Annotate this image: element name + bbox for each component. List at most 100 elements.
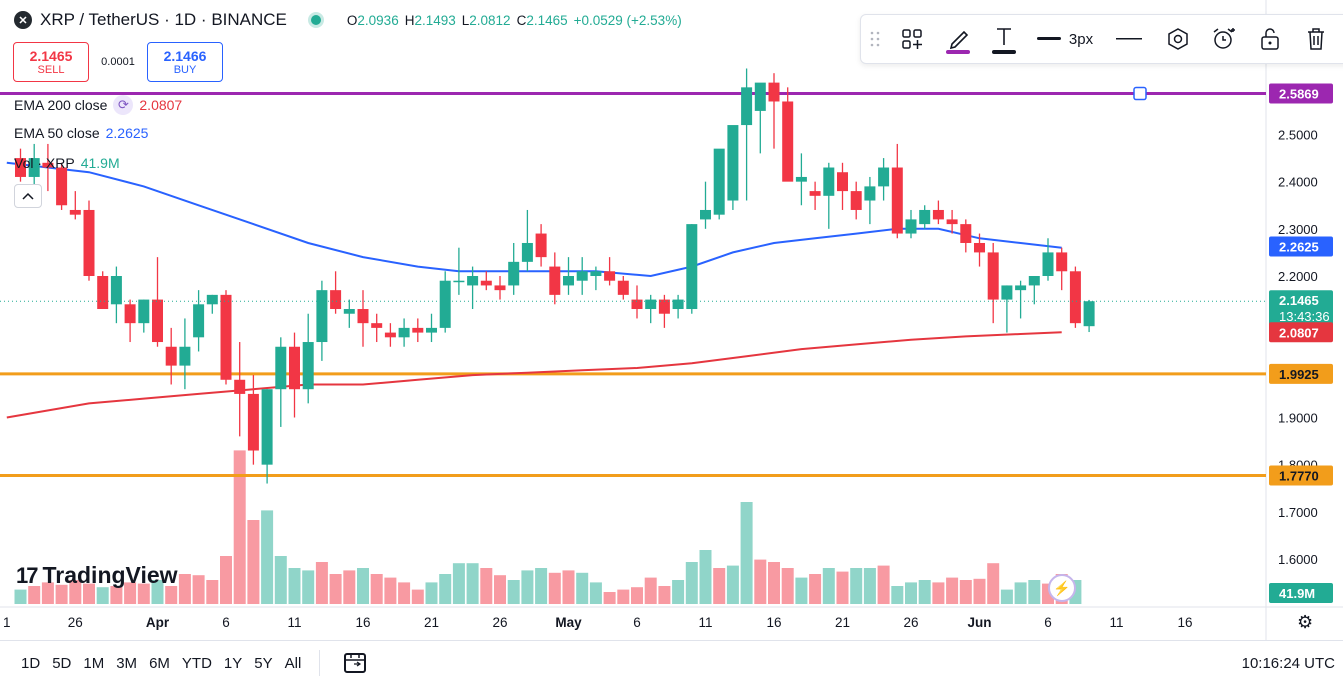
volume-bar: [959, 580, 972, 604]
candle: [604, 257, 616, 286]
candle: [521, 209, 533, 272]
range-button-ytd[interactable]: YTD: [181, 654, 212, 672]
candle: [809, 181, 821, 210]
candle-body: [768, 82, 780, 102]
volume-bars: [14, 450, 1082, 604]
volume-bar: [206, 580, 219, 604]
range-button-1d[interactable]: 1D: [21, 654, 41, 672]
volume-bar: [822, 568, 835, 604]
sell-button[interactable]: 2.1465 SELL: [13, 42, 89, 82]
candle-body: [645, 299, 657, 310]
candle-body: [782, 101, 794, 182]
volume-bar: [274, 556, 287, 604]
change-value: +0.0529 (+2.53%): [573, 12, 682, 28]
line-width-label: 3px: [1068, 30, 1094, 48]
text-color-icon[interactable]: [981, 15, 1027, 63]
volume-bar: [302, 570, 315, 604]
volume-bar: [973, 578, 986, 604]
candle-body: [754, 82, 766, 111]
candle: [1056, 247, 1068, 291]
volume-bar: [439, 574, 452, 604]
range-button-all[interactable]: All: [284, 654, 302, 672]
buy-button[interactable]: 2.1466 BUY: [147, 42, 223, 82]
volume-bar: [781, 568, 794, 604]
lightning-icon[interactable]: ⚡: [1048, 574, 1076, 602]
lock-icon[interactable]: [1247, 15, 1293, 63]
utc-clock[interactable]: 10:16:24 UTC: [1241, 654, 1335, 672]
collapse-legend-button[interactable]: [14, 184, 42, 208]
candle: [741, 68, 753, 201]
candle-body: [700, 209, 711, 220]
legend-ema50[interactable]: EMA 50 close 2.2625: [14, 125, 148, 141]
range-button-5d[interactable]: 5D: [52, 654, 72, 672]
candle: [124, 299, 136, 343]
candle-body: [138, 299, 150, 324]
axis-settings-icon[interactable]: ⚙: [1297, 612, 1314, 632]
candle-body: [974, 242, 985, 253]
candle: [494, 276, 506, 300]
volume-bar: [863, 568, 876, 604]
drawing-toolbar: 3px: [860, 14, 1343, 64]
candle-body: [1056, 252, 1068, 272]
x-tick-label: Jun: [967, 615, 991, 630]
price-label-bg: [1269, 322, 1333, 343]
x-tick-label: 16: [1177, 615, 1192, 630]
candle: [768, 73, 780, 149]
volume-bar: [357, 568, 369, 604]
candle: [56, 162, 68, 210]
symbol-title[interactable]: XRP / TetherUS · 1D · BINANCE: [40, 10, 287, 29]
volume-bar: [809, 574, 822, 604]
volume-bar: [192, 575, 205, 604]
candle: [439, 271, 451, 333]
calendar-icon[interactable]: [344, 653, 367, 673]
volume-bar: [1014, 582, 1027, 604]
price-label-bg: [1269, 236, 1333, 257]
volume-bar: [83, 583, 95, 604]
candle-body: [124, 304, 136, 324]
volume-axis-label-bg: [1269, 583, 1333, 603]
range-button-1y[interactable]: 1Y: [223, 654, 243, 672]
chart-canvas[interactable]: 1.60001.70001.80001.90002.00002.10002.20…: [0, 0, 1343, 640]
pencil-color-icon[interactable]: [935, 15, 981, 63]
settings-hexagon-icon[interactable]: [1155, 15, 1201, 63]
legend-volume[interactable]: Vol · XRP 41.9M: [14, 155, 120, 171]
line-width-selector[interactable]: 3px: [1027, 15, 1103, 63]
volume-bar: [1028, 580, 1041, 604]
candle-body: [795, 176, 807, 182]
legend-ema200[interactable]: EMA 200 close ⟳ 2.0807: [14, 95, 182, 115]
candle: [837, 162, 848, 210]
x-logo-icon[interactable]: ✕: [14, 11, 32, 29]
volume-bar: [137, 583, 150, 604]
volume-bar: [1000, 589, 1013, 604]
volume-bar: [151, 580, 164, 604]
trash-icon[interactable]: [1293, 15, 1339, 63]
candle-body: [1069, 271, 1081, 324]
range-button-6m[interactable]: 6M: [149, 654, 170, 672]
candle-body: [371, 323, 383, 328]
volume-bar: [768, 562, 780, 604]
candle: [1069, 266, 1081, 328]
candle-body: [384, 332, 396, 338]
horizontal-lines: [0, 86, 1266, 478]
volume-bar: [14, 589, 27, 604]
range-button-1m[interactable]: 1M: [83, 654, 105, 672]
alert-clock-icon[interactable]: [1201, 15, 1247, 63]
candle: [563, 257, 574, 295]
x-tick-label: 6: [1044, 615, 1052, 630]
x-tick-label: 11: [287, 615, 301, 630]
volume-bar: [631, 587, 643, 604]
refresh-icon[interactable]: ⟳: [113, 95, 134, 115]
candle-body: [275, 346, 287, 390]
candle-body: [631, 299, 643, 310]
volume-bar: [987, 563, 1000, 604]
line-style-icon[interactable]: [1103, 15, 1155, 63]
candle: [412, 318, 424, 343]
range-button-3m[interactable]: 3M: [116, 654, 138, 672]
volume-bar: [233, 450, 246, 604]
range-button-5y[interactable]: 5Y: [254, 654, 273, 672]
hline-price-label: 2.5869: [1279, 87, 1319, 102]
drag-handle-icon[interactable]: [861, 15, 889, 63]
line-handle[interactable]: [1133, 86, 1147, 101]
x-tick-label: 26: [68, 615, 83, 630]
templates-icon[interactable]: [889, 15, 935, 63]
